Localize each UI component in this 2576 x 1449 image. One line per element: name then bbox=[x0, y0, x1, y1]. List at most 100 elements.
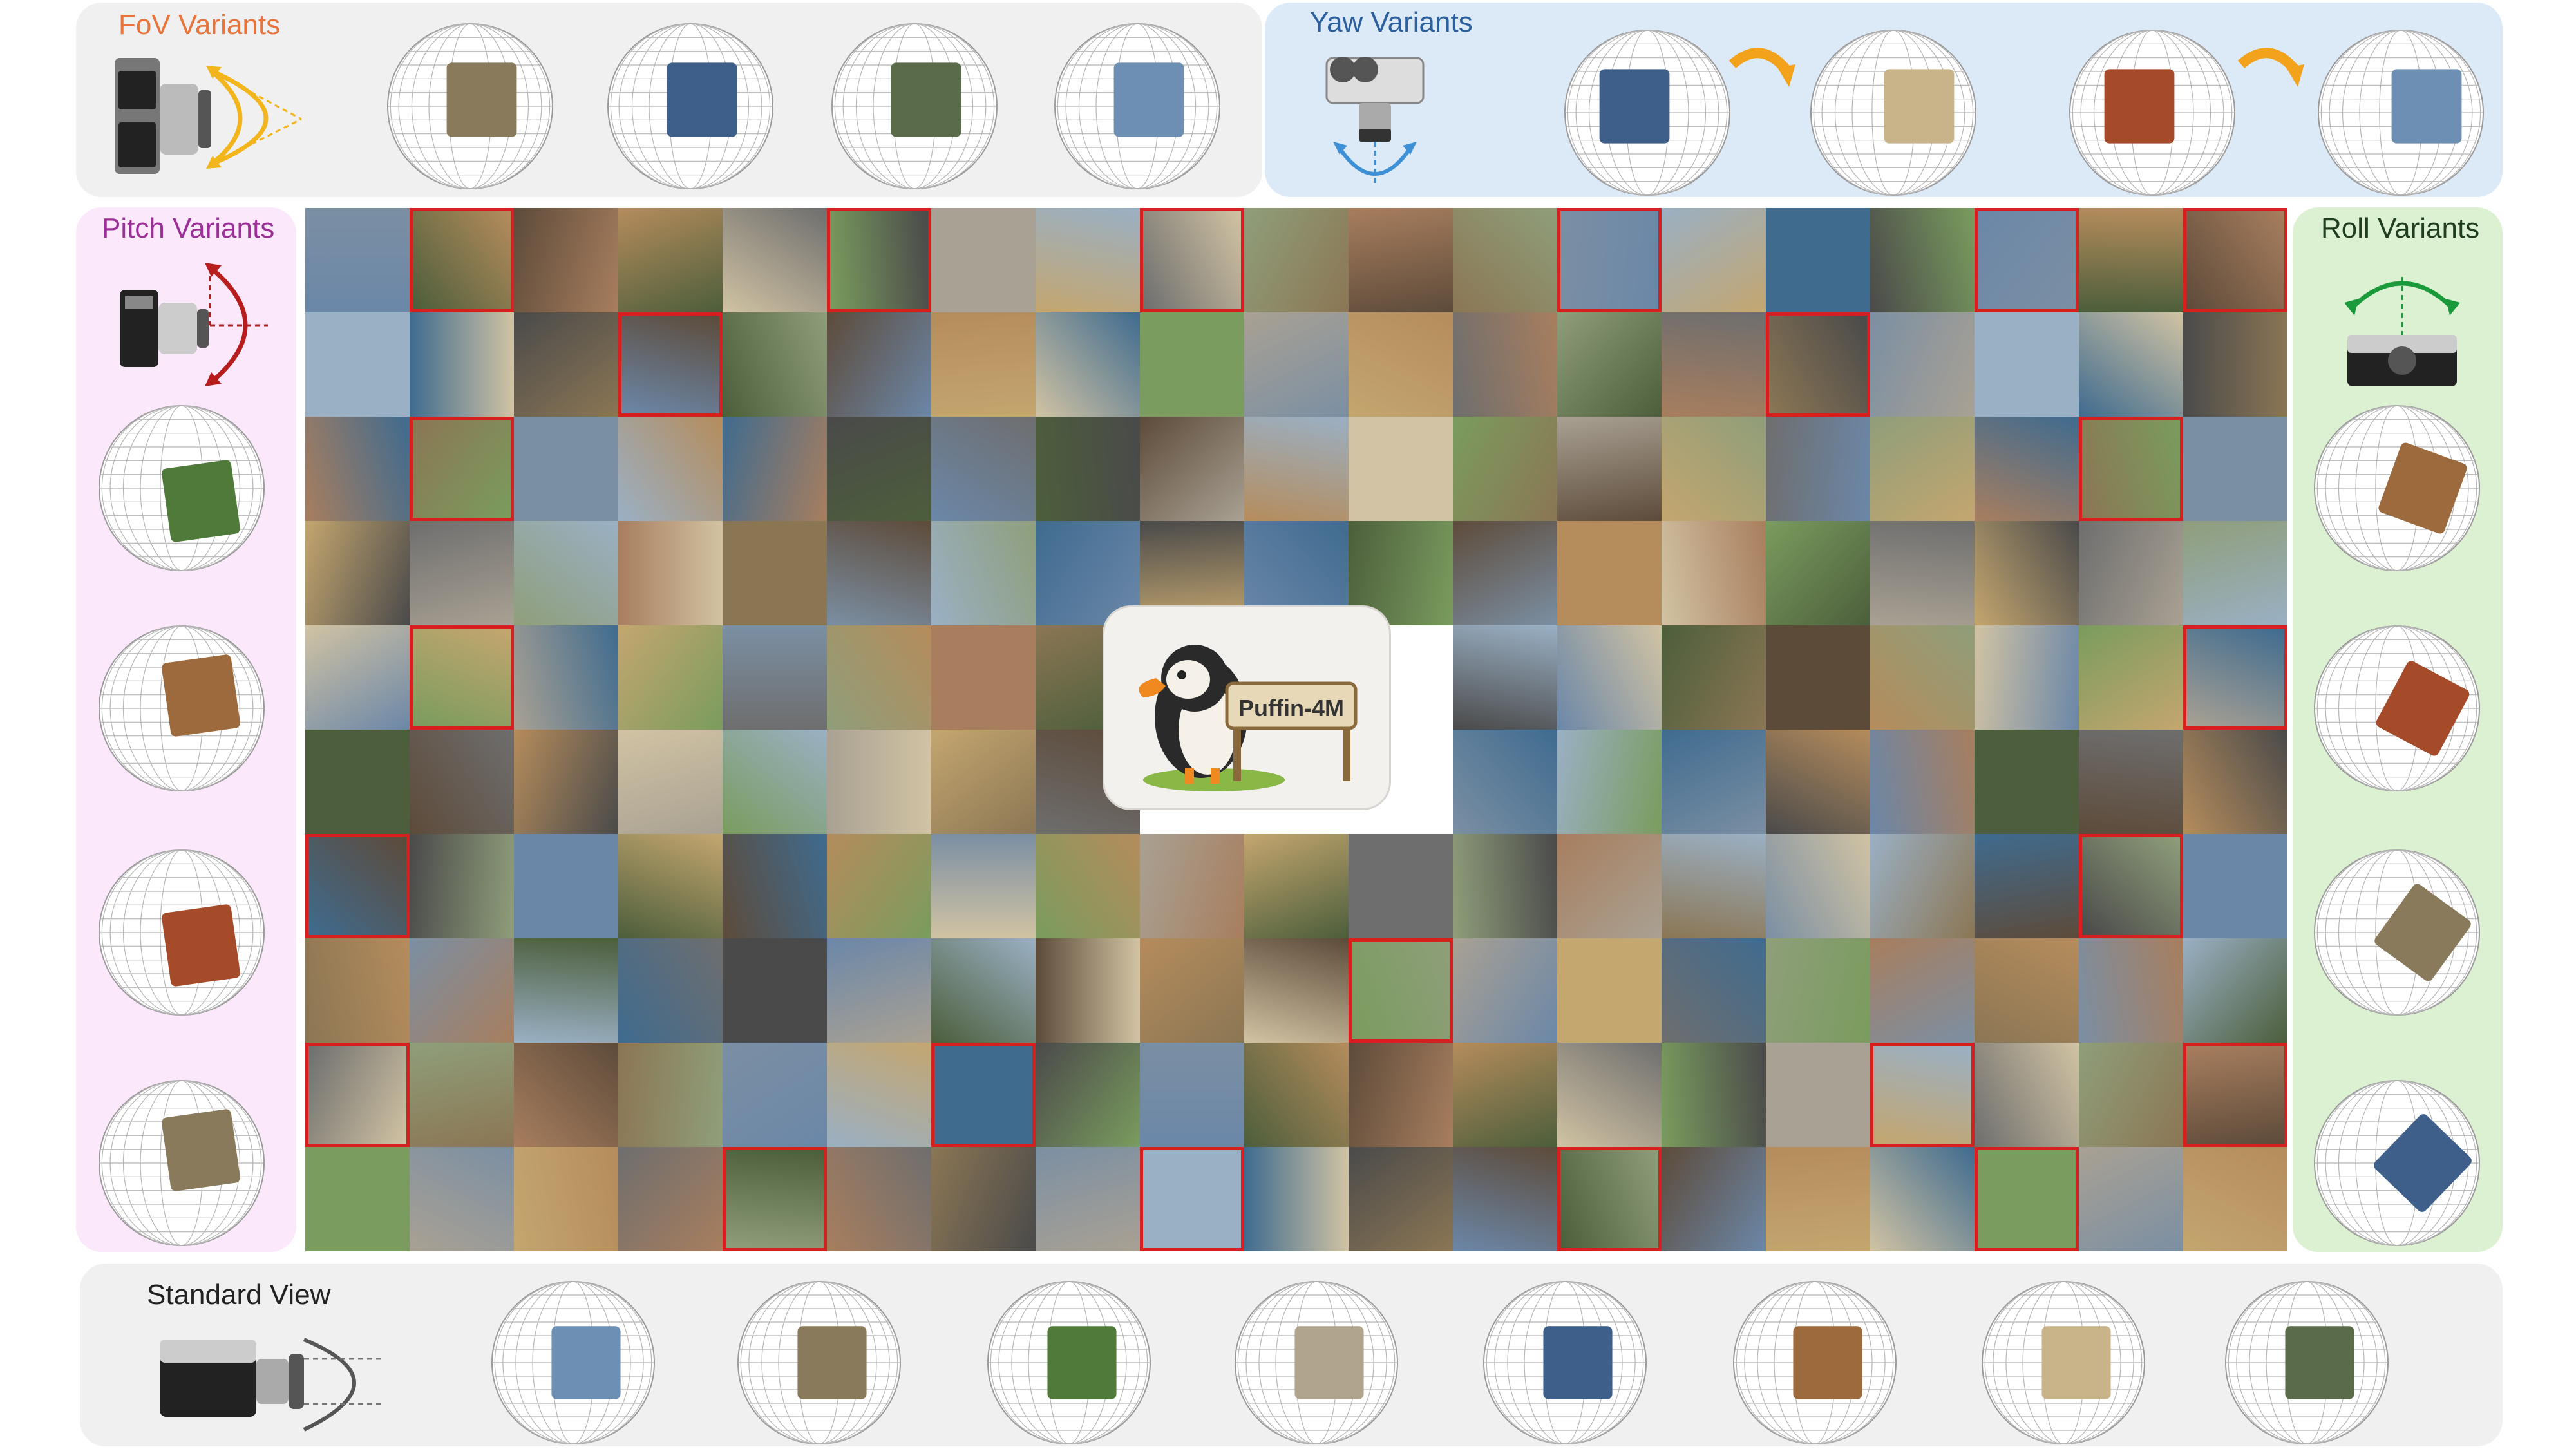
image-tile bbox=[1349, 1147, 1453, 1251]
logo-text: Puffin-4M bbox=[1238, 695, 1344, 721]
image-tile bbox=[618, 208, 723, 312]
image-tile bbox=[1766, 730, 1870, 834]
image-tile bbox=[1557, 625, 1662, 730]
image-tile bbox=[1036, 208, 1140, 312]
image-tile bbox=[305, 1043, 410, 1147]
image-tile bbox=[1557, 1147, 1662, 1251]
camera-icon bbox=[160, 1338, 385, 1432]
image-tile bbox=[1766, 208, 1870, 312]
image-tile bbox=[410, 625, 514, 730]
image-tile bbox=[2079, 938, 2183, 1043]
image-tile bbox=[1140, 1043, 1244, 1147]
standard-view-title: Standard View bbox=[147, 1279, 331, 1311]
image-tile bbox=[514, 625, 618, 730]
image-tile bbox=[827, 938, 931, 1043]
image-tile bbox=[1140, 938, 1244, 1043]
image-tile bbox=[514, 312, 618, 417]
sphere-icon bbox=[2225, 1281, 2389, 1444]
image-tile bbox=[723, 521, 827, 625]
image-tile bbox=[1870, 521, 1975, 625]
image-tile bbox=[1453, 521, 1557, 625]
image-tile bbox=[618, 730, 723, 834]
image-tile bbox=[618, 625, 723, 730]
image-tile bbox=[1766, 1043, 1870, 1147]
image-tile bbox=[1975, 417, 2079, 521]
image-tile bbox=[827, 730, 931, 834]
sphere-icon bbox=[491, 1281, 655, 1444]
image-tile bbox=[1557, 312, 1662, 417]
image-tile bbox=[1244, 938, 1349, 1043]
image-tile bbox=[305, 312, 410, 417]
sphere-icon bbox=[2318, 30, 2484, 196]
fov-variants-title: FoV Variants bbox=[118, 9, 281, 41]
image-tile bbox=[514, 417, 618, 521]
image-tile bbox=[1244, 417, 1349, 521]
image-tile bbox=[2079, 730, 2183, 834]
image-tile bbox=[723, 417, 827, 521]
image-tile bbox=[305, 417, 410, 521]
image-tile bbox=[1036, 312, 1140, 417]
image-tile bbox=[410, 417, 514, 521]
image-tile bbox=[1662, 1043, 1766, 1147]
image-tile bbox=[618, 834, 723, 938]
image-tile bbox=[1453, 1147, 1557, 1251]
image-tile bbox=[723, 312, 827, 417]
image-tile bbox=[931, 1147, 1036, 1251]
image-tile bbox=[2183, 625, 2287, 730]
sphere-icon bbox=[1054, 23, 1220, 189]
image-tile bbox=[2183, 1147, 2287, 1251]
image-tile bbox=[931, 938, 1036, 1043]
image-tile bbox=[1349, 417, 1453, 521]
pitch-variants-title: Pitch Variants bbox=[102, 213, 275, 244]
image-tile bbox=[514, 730, 618, 834]
image-tile bbox=[1140, 312, 1244, 417]
image-tile bbox=[1036, 834, 1140, 938]
image-tile bbox=[514, 938, 618, 1043]
image-tile bbox=[410, 938, 514, 1043]
image-tile bbox=[1662, 834, 1766, 938]
image-tile bbox=[1244, 1147, 1349, 1251]
image-tile bbox=[1870, 730, 1975, 834]
image-tile bbox=[305, 625, 410, 730]
image-tile bbox=[2183, 730, 2287, 834]
image-tile bbox=[1453, 730, 1557, 834]
image-tile bbox=[931, 625, 1036, 730]
image-tile bbox=[2183, 938, 2287, 1043]
image-tile bbox=[931, 1043, 1036, 1147]
image-tile bbox=[1036, 938, 1140, 1043]
image-tile bbox=[931, 834, 1036, 938]
sphere-icon bbox=[2314, 1080, 2480, 1246]
image-tile bbox=[305, 1147, 410, 1251]
image-tile bbox=[1557, 1043, 1662, 1147]
image-tile bbox=[1662, 417, 1766, 521]
image-tile bbox=[2183, 1043, 2287, 1147]
image-tile bbox=[618, 417, 723, 521]
image-tile bbox=[2079, 417, 2183, 521]
image-tile bbox=[1036, 1147, 1140, 1251]
image-tile bbox=[1557, 521, 1662, 625]
image-tile bbox=[1662, 730, 1766, 834]
sphere-icon bbox=[2314, 405, 2480, 571]
image-tile bbox=[1662, 938, 1766, 1043]
image-tile bbox=[618, 1043, 723, 1147]
image-tile bbox=[618, 312, 723, 417]
image-tile bbox=[2079, 1043, 2183, 1147]
image-tile bbox=[1453, 938, 1557, 1043]
image-tile bbox=[1244, 1043, 1349, 1147]
camera-icon bbox=[2344, 277, 2460, 386]
sphere-icon bbox=[831, 23, 998, 189]
sphere-icon bbox=[2314, 849, 2480, 1016]
image-tile bbox=[410, 521, 514, 625]
sphere-icon bbox=[99, 849, 265, 1016]
image-tile bbox=[1662, 1147, 1766, 1251]
image-tile bbox=[305, 521, 410, 625]
image-tile bbox=[1662, 521, 1766, 625]
image-tile bbox=[723, 625, 827, 730]
camera-icon bbox=[1325, 57, 1425, 184]
image-tile bbox=[1870, 417, 1975, 521]
image-tile bbox=[1140, 417, 1244, 521]
image-tile bbox=[723, 1147, 827, 1251]
image-tile bbox=[2079, 1147, 2183, 1251]
image-tile bbox=[1140, 1147, 1244, 1251]
image-tile bbox=[1140, 834, 1244, 938]
